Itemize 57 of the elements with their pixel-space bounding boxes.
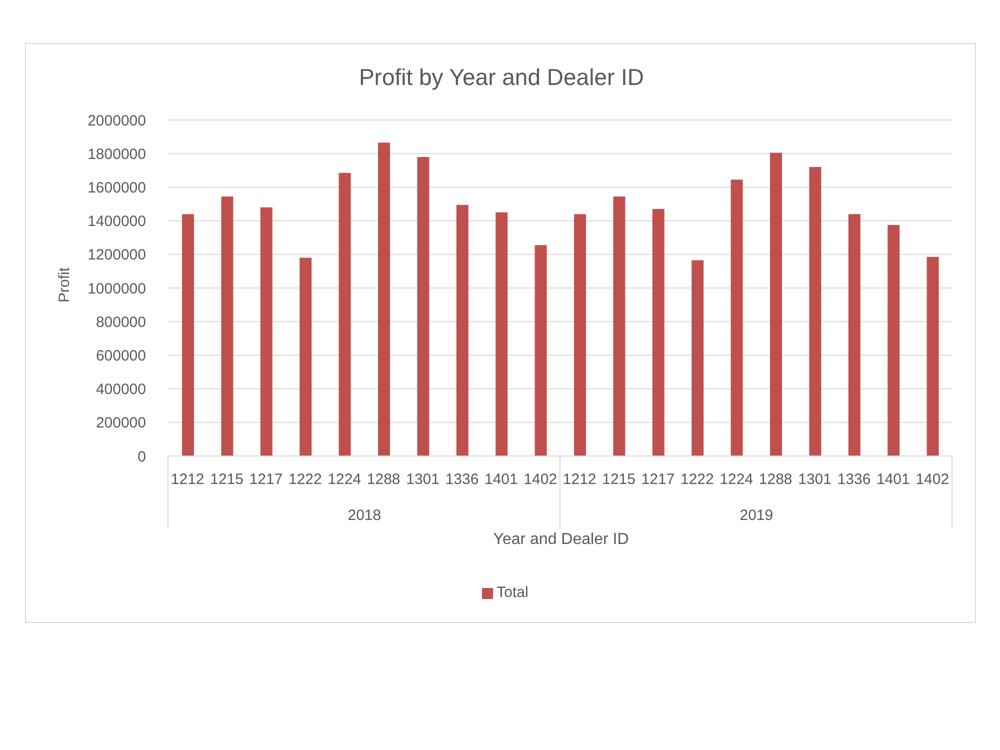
bar	[692, 260, 704, 456]
bar	[613, 196, 626, 456]
y-axis-title: Profit	[56, 267, 74, 303]
bar	[809, 167, 822, 456]
x-tick-label: 1301	[798, 470, 832, 488]
x-tick-label: 1224	[720, 470, 754, 488]
legend-label: Total	[496, 584, 528, 601]
text: 2019	[740, 506, 774, 524]
x-tick-label: 1217	[249, 470, 283, 488]
x-tick-label: 1215	[602, 470, 636, 488]
x-tick-label: 1336	[837, 470, 871, 488]
x-tick-label: 1215	[210, 470, 244, 488]
bar	[770, 152, 782, 456]
bar	[888, 225, 900, 456]
x-tick-label: 1212	[562, 470, 596, 488]
y-tick-label: 1000000	[88, 280, 146, 298]
chart-title: Profit by Year and Dealer ID	[358, 63, 646, 91]
x-tick-label: 1288	[366, 470, 400, 488]
y-tick-label: 200000	[96, 414, 146, 432]
x-tick-label: 1402	[916, 470, 950, 488]
y-tick-label: 2000000	[88, 112, 146, 130]
bar	[534, 245, 547, 456]
bar	[652, 209, 664, 456]
bar	[378, 142, 390, 456]
y-tick-label: 600000	[96, 348, 146, 365]
x-tick-label: 1217	[641, 470, 675, 488]
x-tick-label: 1402	[524, 470, 558, 488]
x-axis-title: Year and Dealer ID	[492, 530, 630, 550]
y-tick-label: 1800000	[88, 146, 146, 163]
bar	[926, 256, 939, 456]
y-tick-label: 0	[138, 448, 146, 466]
x-tick-label: 1224	[328, 470, 362, 488]
y-tick-label: 1200000	[88, 246, 146, 264]
text: 2018	[348, 506, 382, 524]
bar	[574, 214, 586, 456]
x-tick-label: 1222	[288, 470, 322, 488]
x-tick-label: 1212	[170, 470, 204, 488]
y-tick-label: 1600000	[88, 180, 146, 197]
bar	[496, 212, 508, 456]
bar	[221, 196, 234, 456]
bar	[417, 156, 430, 456]
bar	[260, 207, 272, 456]
x-tick-label: 1222	[680, 470, 714, 488]
y-tick-label: 400000	[96, 381, 146, 398]
bar	[182, 214, 194, 456]
bar	[730, 180, 743, 456]
bar	[300, 258, 312, 456]
y-tick-label: 800000	[96, 314, 146, 331]
bar	[338, 172, 351, 456]
x-tick-label: 1336	[445, 470, 479, 488]
x-tick-label: 1288	[758, 470, 792, 488]
bar	[848, 214, 860, 456]
x-tick-label: 1301	[406, 470, 440, 488]
y-tick-label: 1400000	[88, 213, 146, 230]
x-tick-label: 1401	[876, 470, 910, 488]
bar	[456, 204, 468, 456]
x-tick-label: 1401	[484, 470, 518, 488]
